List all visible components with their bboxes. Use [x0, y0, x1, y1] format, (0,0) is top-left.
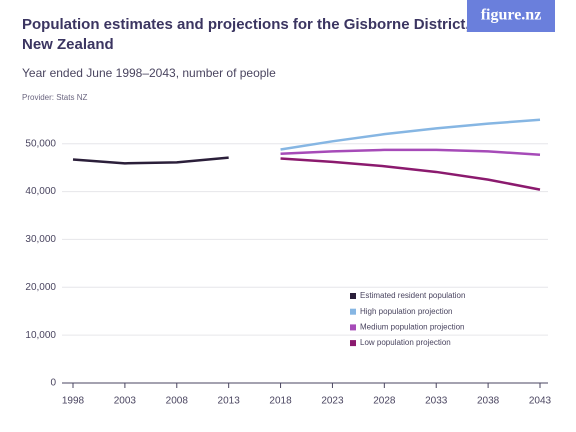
x-tick-label: 2008 [166, 396, 189, 407]
y-tick-label: 20,000 [25, 282, 56, 293]
y-tick-label: 0 [50, 378, 56, 389]
logo-box [467, 0, 555, 32]
legend-label: Low population projection [360, 338, 451, 347]
x-tick-label: 2028 [373, 396, 396, 407]
x-tick-label: 2013 [218, 396, 241, 407]
series-line [72, 156, 229, 165]
chart-title-line: Population estimates and projections for… [22, 16, 470, 33]
series-line [280, 118, 541, 151]
legend-swatch [350, 324, 356, 331]
legend-label: Estimated resident population [360, 291, 465, 300]
x-tick-label: 2033 [425, 396, 448, 407]
series-line [280, 148, 541, 156]
legend-label: Medium population projection [360, 323, 465, 332]
x-tick-label: 2023 [321, 396, 344, 407]
x-tick-label: 2003 [114, 396, 137, 407]
legend-label: High population projection [360, 307, 453, 316]
legend-swatch [350, 293, 356, 299]
chart-title-line: New Zealand [22, 36, 114, 53]
x-tick-label: 1998 [62, 396, 85, 407]
y-tick-label: 40,000 [25, 186, 56, 197]
provider: Provider: Stats NZ [22, 93, 87, 102]
chart-subtitle: Year ended June 1998–2043, number of peo… [22, 66, 276, 80]
y-tick-label: 30,000 [25, 234, 56, 245]
series-line [280, 157, 541, 191]
legend-swatch [350, 308, 356, 315]
x-tick-label: 2038 [477, 396, 500, 407]
y-tick-label: 10,000 [25, 330, 56, 341]
x-tick-label: 2043 [529, 396, 552, 407]
y-tick-label: 50,000 [25, 138, 56, 149]
legend-swatch [350, 340, 356, 347]
x-tick-label: 2018 [269, 396, 292, 407]
logo: figure.nz [481, 7, 542, 24]
